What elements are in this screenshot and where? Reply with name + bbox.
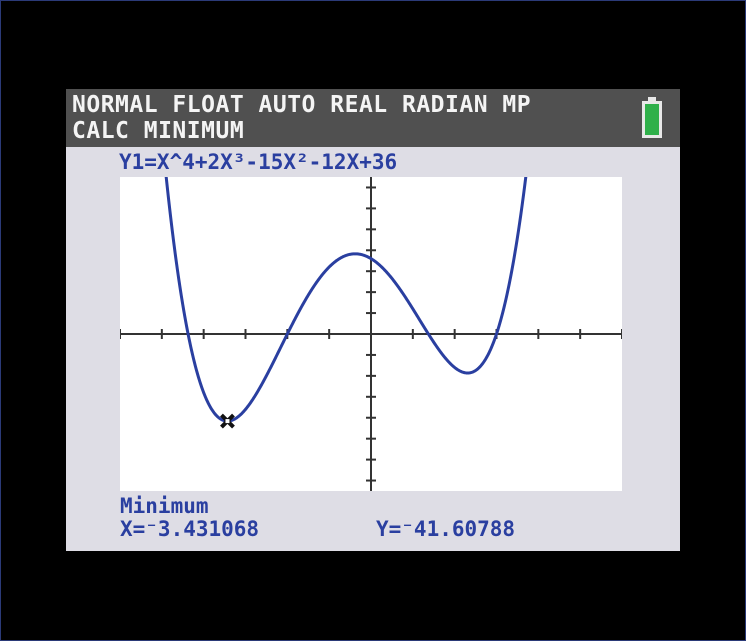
graph-plot[interactable]	[120, 177, 622, 491]
result-y-value: Y=⁻41.60788	[376, 517, 516, 541]
mode-status-line: NORMAL FLOAT AUTO REAL RADIAN MP	[72, 92, 532, 118]
result-x-value: X=⁻3.431068	[120, 517, 260, 541]
graph-area[interactable]	[120, 177, 622, 491]
result-title: Minimum	[120, 494, 209, 518]
calculator-screen: NORMAL FLOAT AUTO REAL RADIAN MP CALC MI…	[66, 89, 680, 551]
function-label: Y1=X^4+2X³-15X²-12X+36	[119, 150, 398, 174]
function-curve	[164, 177, 528, 423]
trace-cursor-marker	[220, 413, 235, 429]
calc-mode-line: CALC MINIMUM	[72, 118, 245, 144]
battery-icon	[642, 97, 662, 138]
status-bar: NORMAL FLOAT AUTO REAL RADIAN MP CALC MI…	[66, 89, 680, 147]
cursor-center	[225, 419, 230, 424]
axes	[120, 177, 622, 491]
